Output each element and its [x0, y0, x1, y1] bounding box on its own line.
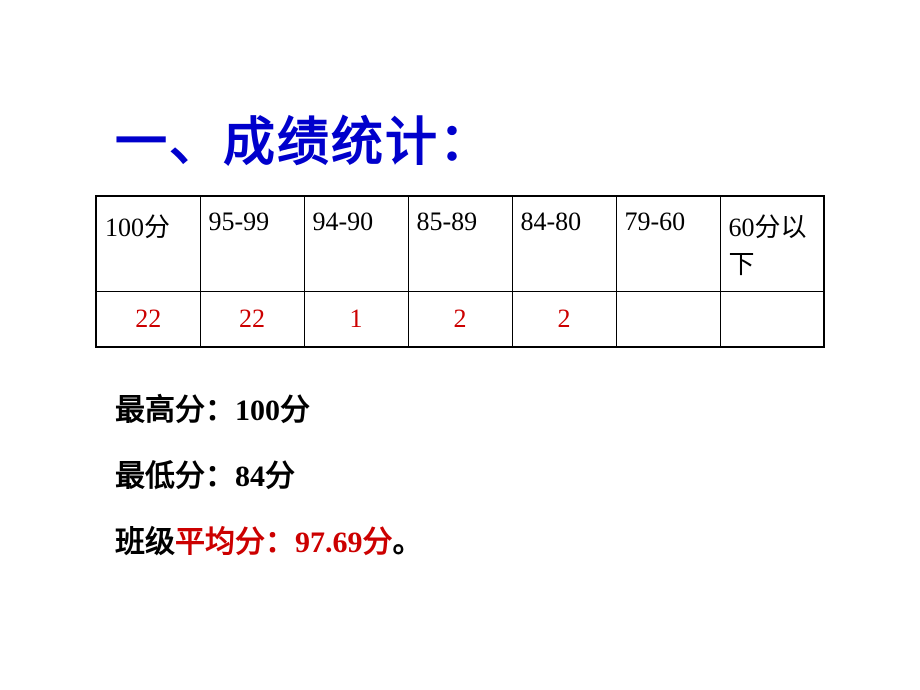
table-header-cell: 100分	[96, 196, 200, 292]
average-score-suffix: 。	[393, 526, 423, 559]
table-data-cell: 2	[512, 292, 616, 348]
table-header-cell: 85-89	[408, 196, 512, 292]
lowest-score-label: 最低分：	[115, 460, 235, 493]
average-score-prefix: 班级	[115, 526, 175, 559]
table-header-row: 100分 95-99 94-90 85-89 84-80 79-60 60分以下	[96, 196, 824, 292]
highest-score-value: 100分	[235, 394, 310, 427]
table-header-cell: 60分以下	[720, 196, 824, 292]
table-data-cell: 2	[408, 292, 512, 348]
table-header-cell: 79-60	[616, 196, 720, 292]
table-header-cell: 95-99	[200, 196, 304, 292]
table-data-cell: 22	[200, 292, 304, 348]
statistics-section: 最高分：100分 最低分：84分 班级平均分：97.69分。	[115, 385, 423, 583]
highest-score-line: 最高分：100分	[115, 385, 423, 429]
highest-score-label: 最高分：	[115, 394, 235, 427]
average-score-line: 班级平均分：97.69分。	[115, 517, 423, 561]
lowest-score-value: 84分	[235, 460, 295, 493]
table-header-cell: 84-80	[512, 196, 616, 292]
lowest-score-line: 最低分：84分	[115, 451, 423, 495]
table-data-cell: 22	[96, 292, 200, 348]
table-data-cell: 1	[304, 292, 408, 348]
table-data-row: 22 22 1 2 2	[96, 292, 824, 348]
page-title: 一、成绩统计：	[115, 100, 493, 175]
table-data-cell	[720, 292, 824, 348]
average-score-value: 平均分：97.69分	[175, 526, 393, 559]
score-table-container: 100分 95-99 94-90 85-89 84-80 79-60 60分以下…	[95, 195, 825, 348]
table-header-cell: 94-90	[304, 196, 408, 292]
table-data-cell	[616, 292, 720, 348]
score-table: 100分 95-99 94-90 85-89 84-80 79-60 60分以下…	[95, 195, 825, 348]
